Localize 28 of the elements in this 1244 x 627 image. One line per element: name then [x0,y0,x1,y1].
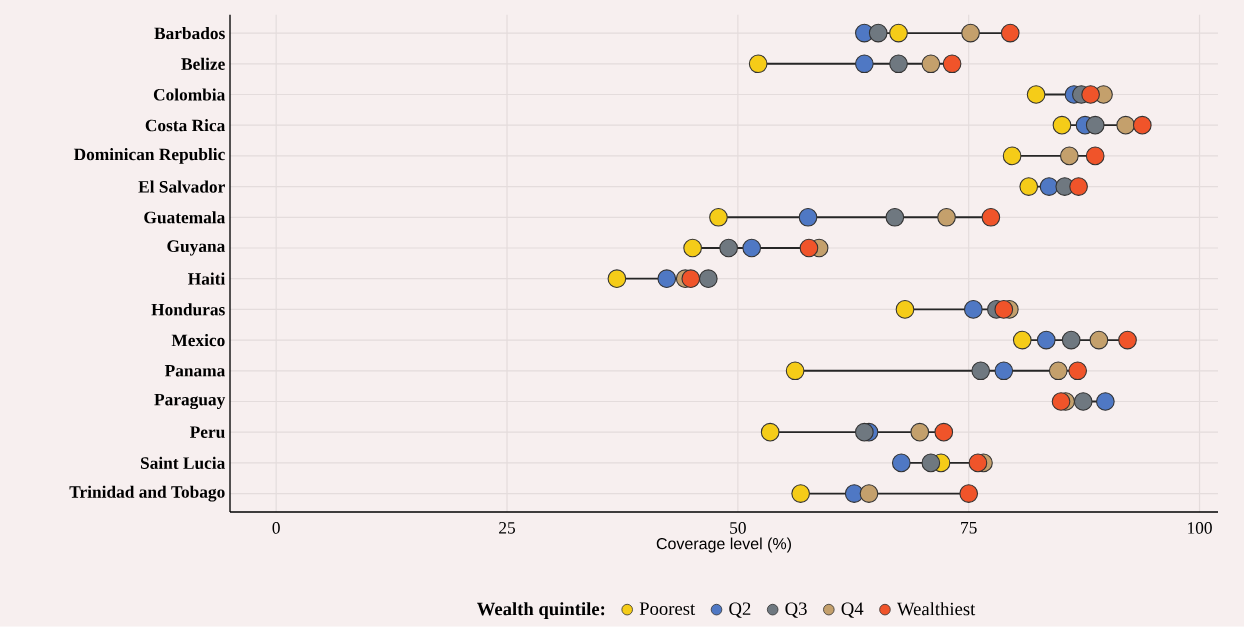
x-tick-label: 25 [499,522,516,534]
y-tick-label: Colombia [153,88,226,101]
y-tick-label: Guatemala [144,211,226,224]
y-tick-label: Honduras [151,303,225,316]
y-tick-label: Paraguay [154,394,226,410]
y-tick-label: Panama [164,365,226,377]
x-tick-label: 50 [730,522,746,534]
y-tick-label: Belize [181,57,225,71]
y-tick-label: Barbados [154,27,225,40]
y-tick-label: Mexico [171,334,225,347]
y-tick-label: Trinidad and Tobago [69,485,225,502]
y-tick-label: Saint Lucia [140,456,226,470]
y-tick-label: Haiti [188,272,226,285]
legend-label: Q3 [785,602,807,618]
x-axis-title: Coverage level (%) [656,537,791,553]
legend-label: Q4 [841,602,864,618]
y-tick-label: Peru [189,426,225,439]
legend-title: Wealth quintile: [477,602,605,620]
y-tick-label: Costa Rica [145,119,226,132]
x-tick-label: 0 [272,522,280,534]
y-tick-label: El Salvador [138,180,225,193]
x-tick-label: 75 [961,522,977,534]
legend-label: Wealthiest [896,602,976,616]
x-tick-label: 100 [1188,522,1212,534]
y-tick-label: Dominican Republic [73,148,225,164]
legend-label: Q2 [729,602,751,618]
legend-label: Poorest [639,602,696,616]
y-tick-label: Guyana [167,240,226,256]
